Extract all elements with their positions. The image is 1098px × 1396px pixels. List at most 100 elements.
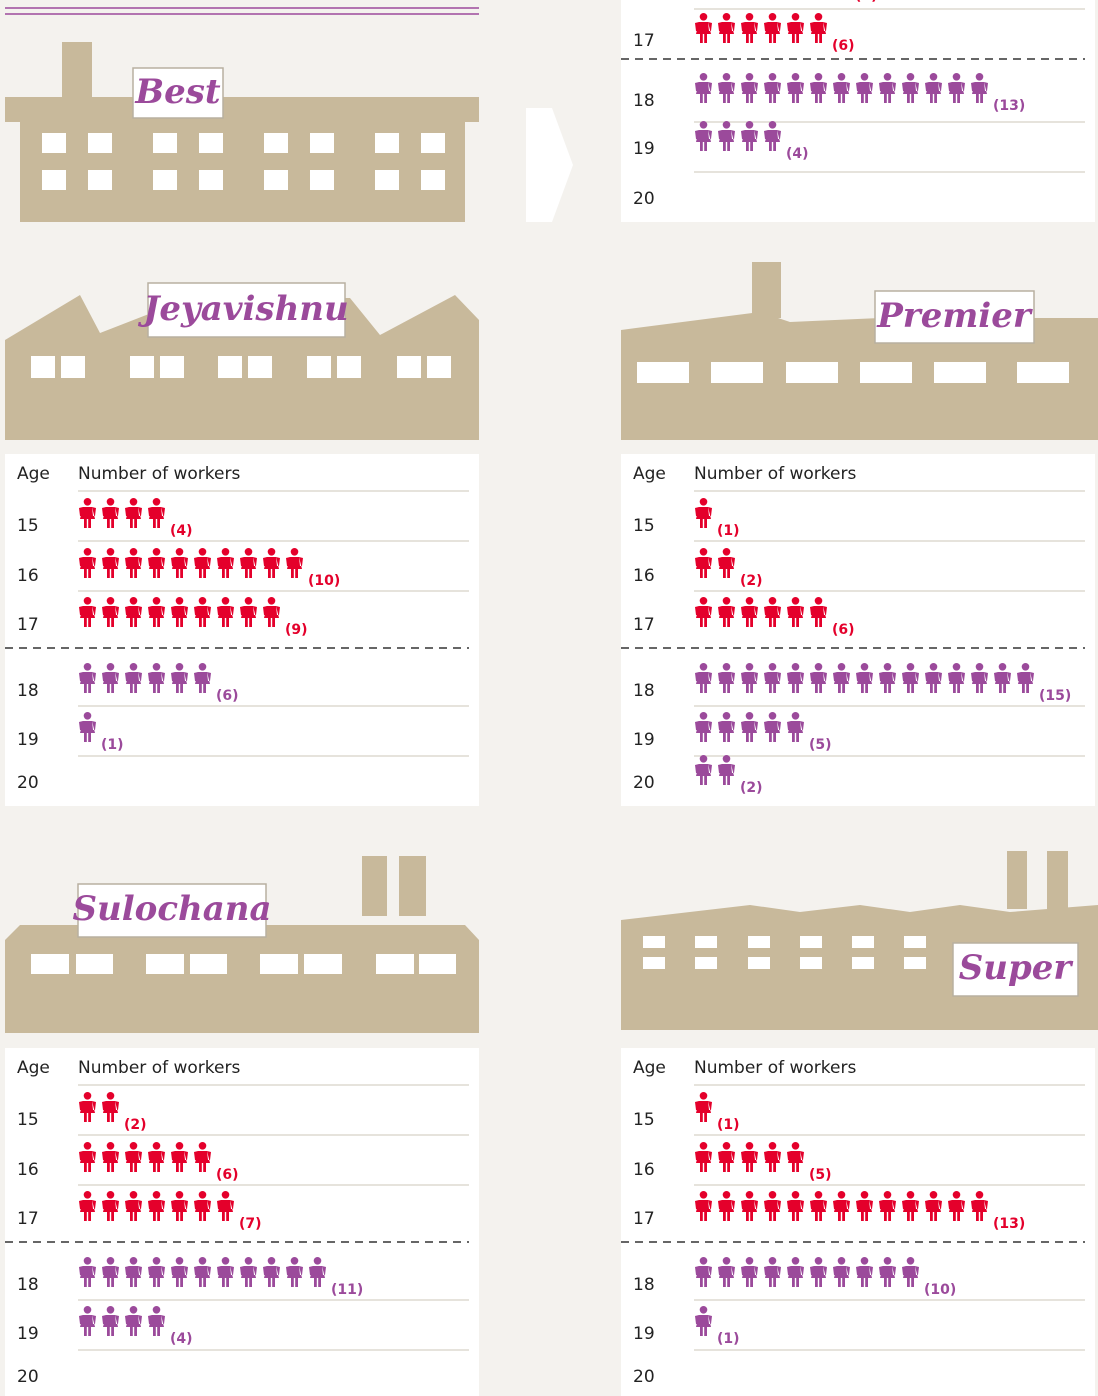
icon-leg xyxy=(976,94,979,103)
icon-leg xyxy=(815,34,818,43)
icon-leg xyxy=(796,684,799,693)
count-label: (5) xyxy=(809,737,832,753)
icon-leg xyxy=(888,684,891,693)
icon-head xyxy=(199,1191,207,1199)
icon-head xyxy=(723,1257,731,1265)
icon-head xyxy=(746,121,754,129)
icon-leg xyxy=(199,569,202,578)
count-label: (2) xyxy=(740,780,763,796)
icon-leg xyxy=(176,569,179,578)
icon-leg xyxy=(88,1163,91,1172)
age: 17 xyxy=(633,31,655,51)
infographic: Best Jeyavishnu Premier xyxy=(0,0,1098,1396)
icon-head xyxy=(107,1257,115,1265)
icon-leg xyxy=(111,618,114,627)
icon-leg xyxy=(84,1113,87,1122)
icon-leg xyxy=(153,618,156,627)
icon-leg xyxy=(884,684,887,693)
icon-leg xyxy=(226,1278,229,1287)
icon-head xyxy=(84,1306,92,1314)
icon-head xyxy=(769,121,777,129)
icon-head xyxy=(153,548,161,556)
icon-leg xyxy=(815,1212,818,1221)
age: 18 xyxy=(633,91,655,111)
count-label: (6) xyxy=(832,38,855,54)
count-label: (10) xyxy=(924,1282,956,1298)
icon-head xyxy=(153,498,161,506)
icon-leg xyxy=(88,569,91,578)
icon-leg xyxy=(957,94,960,103)
age: 19 xyxy=(17,730,39,750)
icon-head xyxy=(84,597,92,605)
icon-leg xyxy=(792,733,795,742)
icon-leg xyxy=(704,94,707,103)
icon-head xyxy=(700,121,708,129)
count-label: (4) xyxy=(170,1331,193,1347)
icon-leg xyxy=(907,684,910,693)
icon-leg xyxy=(796,34,799,43)
icon-leg xyxy=(750,1163,753,1172)
age: 17 xyxy=(17,615,39,635)
icon-leg xyxy=(723,776,726,785)
icon-head xyxy=(84,1142,92,1150)
icon-head xyxy=(84,1257,92,1265)
icon-leg xyxy=(796,733,799,742)
icon-leg xyxy=(727,1212,730,1221)
age-table: AgeNumber of workers15(2)16(6)17(7)18(11… xyxy=(5,1048,479,1396)
icon-leg xyxy=(838,1212,841,1221)
age: 20 xyxy=(17,1367,39,1387)
icon-leg xyxy=(245,1278,248,1287)
icon-leg xyxy=(815,94,818,103)
icon-leg xyxy=(930,1212,933,1221)
icon-leg xyxy=(295,1278,298,1287)
icon-leg xyxy=(180,1278,183,1287)
icon-leg xyxy=(704,1327,707,1336)
icon-head xyxy=(769,712,777,720)
icon-leg xyxy=(134,519,137,528)
icon-leg xyxy=(750,142,753,151)
icon-leg xyxy=(84,1278,87,1287)
icon-leg xyxy=(796,1278,799,1287)
count-label: (1) xyxy=(717,1117,740,1133)
icon-leg xyxy=(773,1212,776,1221)
icon-leg xyxy=(746,142,749,151)
icon-leg xyxy=(953,1212,956,1221)
icon-leg xyxy=(934,94,937,103)
icon-head xyxy=(976,663,984,671)
icon-head xyxy=(746,663,754,671)
icon-leg xyxy=(130,569,133,578)
icon-leg xyxy=(199,618,202,627)
icon-leg xyxy=(769,618,772,627)
icon-leg xyxy=(815,1278,818,1287)
icon-leg xyxy=(861,684,864,693)
icon-head xyxy=(815,13,823,21)
icon-leg xyxy=(723,569,726,578)
icon-leg xyxy=(700,1327,703,1336)
icon-leg xyxy=(980,1212,983,1221)
icon-leg xyxy=(980,684,983,693)
factory-name: Jeyavishnu xyxy=(137,289,348,329)
icon-leg xyxy=(930,94,933,103)
icon-leg xyxy=(750,618,753,627)
icon-head xyxy=(107,1306,115,1314)
icon-head xyxy=(314,1257,322,1265)
icon-leg xyxy=(1022,684,1025,693)
icon-leg xyxy=(84,618,87,627)
icon-head xyxy=(107,663,115,671)
icon-head xyxy=(930,663,938,671)
icon-leg xyxy=(723,684,726,693)
icon-leg xyxy=(222,1278,225,1287)
icon-leg xyxy=(245,569,248,578)
age: 17 xyxy=(17,1209,39,1229)
icon-leg xyxy=(700,1163,703,1172)
factory-sulochana: Sulochana xyxy=(5,856,479,1033)
icon-leg xyxy=(107,1278,110,1287)
icon-leg xyxy=(796,1163,799,1172)
age-table: AgeNumber of workers15(1)16(2)17(6)18(15… xyxy=(621,454,1095,806)
icon-leg xyxy=(865,94,868,103)
icon-leg xyxy=(773,618,776,627)
icon-leg xyxy=(272,569,275,578)
icon-leg xyxy=(157,684,160,693)
icon-head xyxy=(130,597,138,605)
icon-head xyxy=(84,712,92,720)
